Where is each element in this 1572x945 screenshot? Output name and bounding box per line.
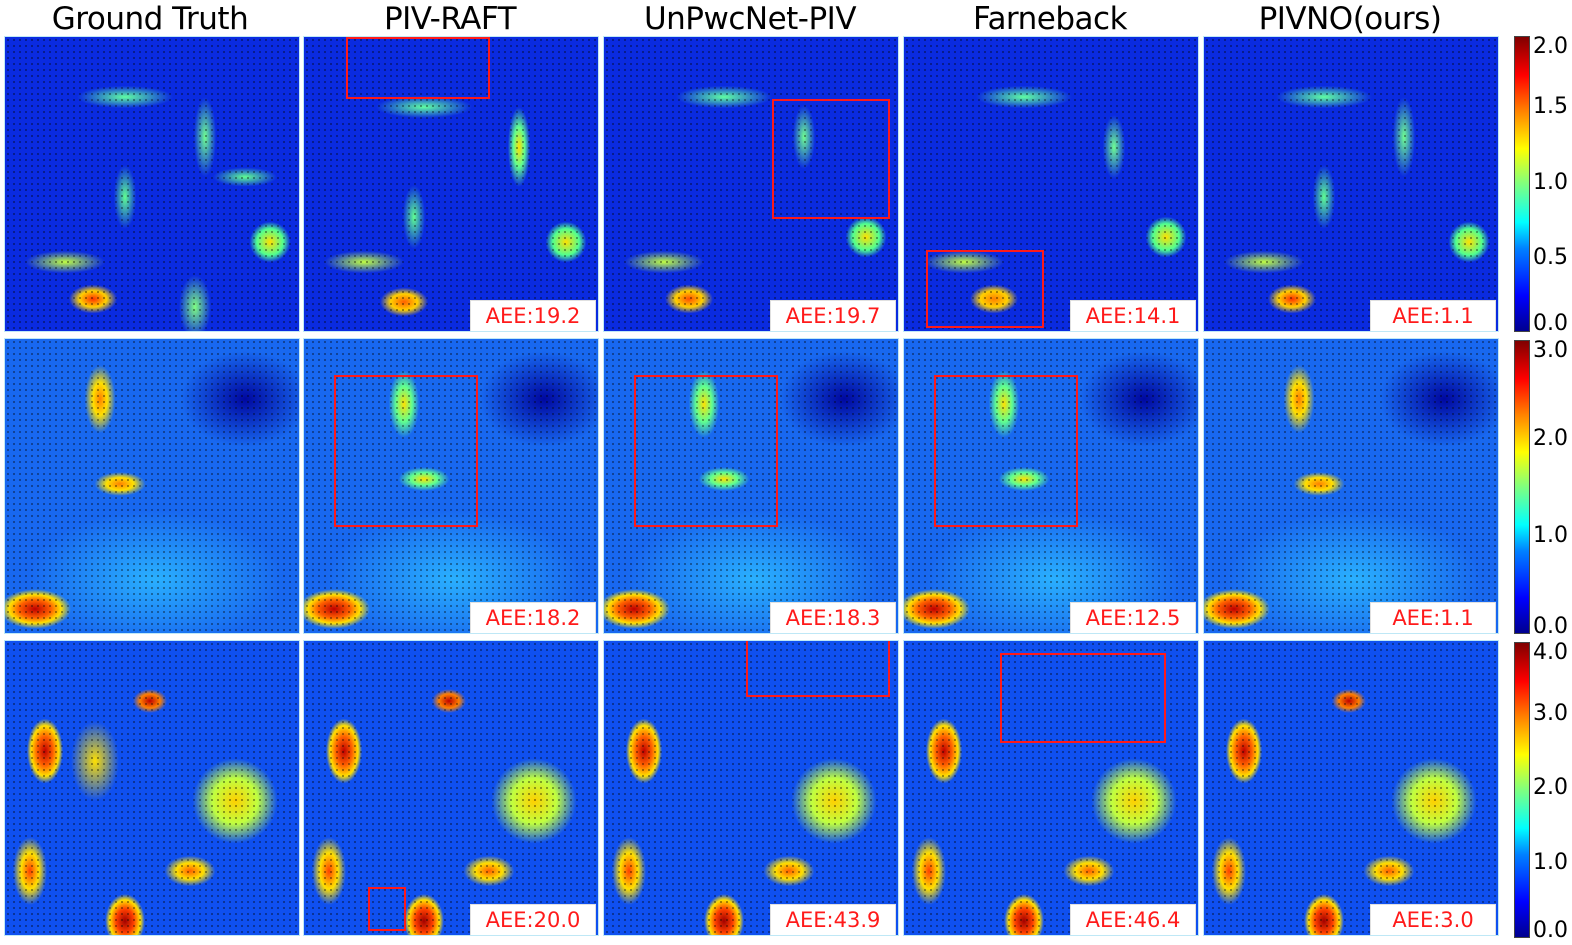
aee-label: AEE:12.5 [1070, 602, 1196, 633]
colorbar-tick: 0.0 [1533, 614, 1568, 639]
flow-panel-r1-unpwcnet-piv: AEE:19.7 [603, 36, 899, 332]
colorbar-tick: 0.5 [1533, 245, 1568, 270]
vector-arrows [304, 37, 598, 331]
highlight-box [1000, 653, 1166, 743]
colorbar-tick: 3.0 [1533, 701, 1568, 726]
colorbar-row-3 [1514, 642, 1530, 938]
vector-arrows [5, 641, 299, 935]
vector-arrows [1204, 339, 1498, 633]
highlight-box [334, 375, 478, 527]
colorbar-tick: 2.0 [1533, 775, 1568, 800]
colorbar-tick: 0.0 [1533, 918, 1568, 943]
vector-arrows [304, 641, 598, 935]
highlight-box [926, 250, 1044, 328]
flow-panel-r1-piv-raft: AEE:19.2 [303, 36, 599, 332]
column-title-unpwcnet-piv: UnPwcNet-PIV [643, 1, 857, 37]
colorbar-tick: 3.0 [1533, 338, 1568, 363]
flow-panel-r1-farneback: AEE:14.1 [903, 36, 1199, 332]
vector-arrows [304, 339, 598, 633]
flow-panel-r2-pivno: AEE:1.1 [1203, 338, 1499, 634]
colorbar-tick: 2.0 [1533, 426, 1568, 451]
colorbar-row-1 [1514, 36, 1530, 332]
flow-panel-r3-piv-raft: AEE:20.0 [303, 640, 599, 936]
flow-panel-r1-ground-truth [4, 36, 300, 332]
highlight-box [772, 99, 890, 219]
aee-label: AEE:18.2 [470, 602, 596, 633]
colorbar-tick: 1.5 [1533, 94, 1568, 119]
vector-arrows [904, 641, 1198, 935]
highlight-box [746, 641, 890, 697]
vector-arrows [5, 339, 299, 633]
aee-label: AEE:1.1 [1370, 602, 1496, 633]
aee-label: AEE:43.9 [770, 904, 896, 935]
flow-panel-r2-ground-truth [4, 338, 300, 634]
colorbar-row-2 [1514, 340, 1530, 634]
colorbar-tick: 1.0 [1533, 170, 1568, 195]
highlight-box [934, 375, 1078, 527]
column-title-piv-raft: PIV-RAFT [383, 1, 517, 37]
vector-arrows [904, 339, 1198, 633]
flow-panel-r3-pivno: AEE:3.0 [1203, 640, 1499, 936]
highlight-box [346, 37, 490, 99]
colorbar-tick: 1.0 [1533, 850, 1568, 875]
vector-arrows [5, 37, 299, 331]
column-title-farneback: Farneback [972, 1, 1128, 37]
flow-panel-r2-farneback: AEE:12.5 [903, 338, 1199, 634]
colorbar-tick: 4.0 [1533, 640, 1568, 665]
flow-panel-r3-unpwcnet-piv: AEE:43.9 [603, 640, 899, 936]
colorbar-tick: 0.0 [1533, 311, 1568, 336]
flow-panel-r2-unpwcnet-piv: AEE:18.3 [603, 338, 899, 634]
vector-arrows [904, 37, 1198, 331]
aee-label: AEE:19.7 [770, 300, 896, 331]
column-title-pivno: PIVNO(ours) [1258, 1, 1442, 37]
aee-label: AEE:1.1 [1370, 300, 1496, 331]
flow-panel-r3-ground-truth [4, 640, 300, 936]
vector-arrows [1204, 37, 1498, 331]
highlight-box [634, 375, 778, 527]
flow-panel-r3-farneback: AEE:46.4 [903, 640, 1199, 936]
aee-label: AEE:20.0 [470, 904, 596, 935]
vector-arrows [604, 641, 898, 935]
flow-panel-r2-piv-raft: AEE:18.2 [303, 338, 599, 634]
highlight-box [368, 887, 406, 931]
vector-arrows [604, 339, 898, 633]
aee-label: AEE:18.3 [770, 602, 896, 633]
vector-arrows [604, 37, 898, 331]
aee-label: AEE:19.2 [470, 300, 596, 331]
aee-label: AEE:3.0 [1370, 904, 1496, 935]
colorbar-tick: 2.0 [1533, 34, 1568, 59]
aee-label: AEE:14.1 [1070, 300, 1196, 331]
flow-panel-r1-pivno: AEE:1.1 [1203, 36, 1499, 332]
colorbar-tick: 1.0 [1533, 523, 1568, 548]
aee-label: AEE:46.4 [1070, 904, 1196, 935]
column-title-ground-truth: Ground Truth [51, 1, 249, 37]
vector-arrows [1204, 641, 1498, 935]
